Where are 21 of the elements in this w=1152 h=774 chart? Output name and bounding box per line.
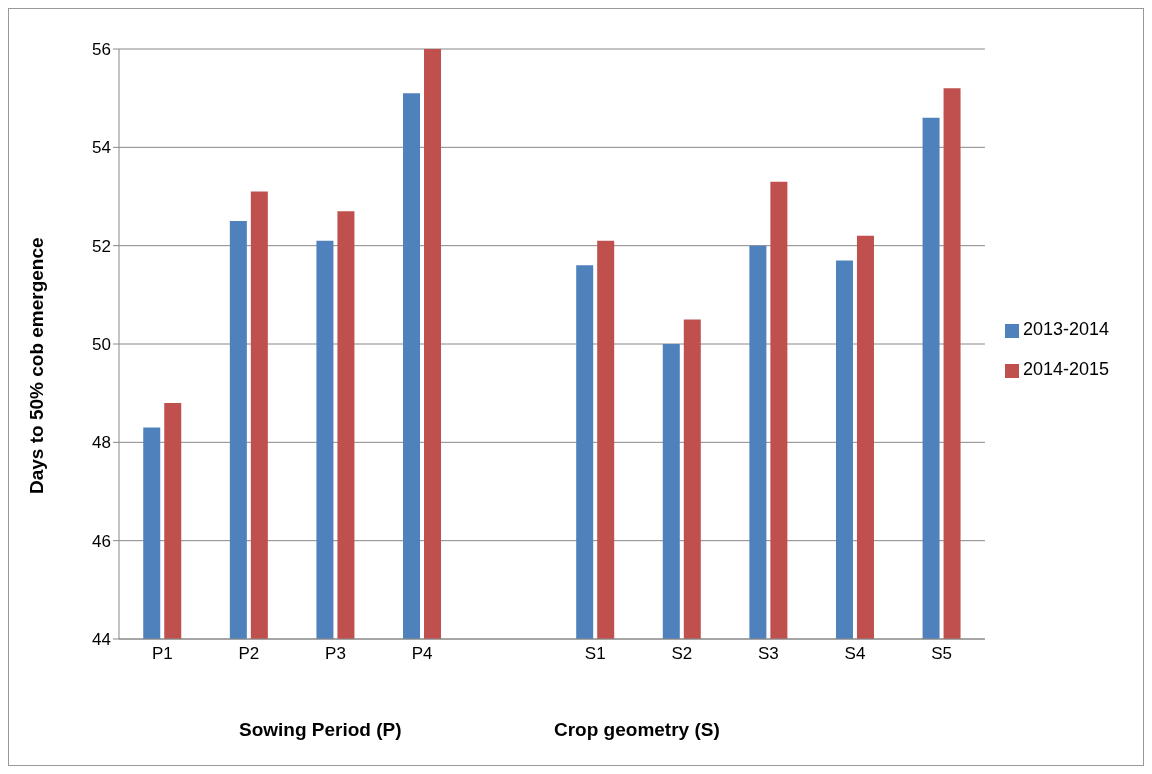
- legend-label: 2013-2014: [1022, 319, 1109, 339]
- y-tick-label: 54: [92, 138, 111, 158]
- x-tick-label: S1: [584, 644, 606, 664]
- x-tick-label: P1: [151, 644, 173, 664]
- x-tick-label: S4: [844, 644, 866, 664]
- x-tick-label: S3: [758, 644, 779, 664]
- y-tick-label: 50: [92, 335, 111, 355]
- x-tick-label: P4: [411, 644, 433, 664]
- y-tick-label: 56: [92, 40, 111, 60]
- text: Crop geometry (S): [554, 719, 720, 741]
- x-tick-label: S2: [671, 644, 693, 664]
- y-axis-title: Days to 50% cob emergence: [25, 237, 47, 494]
- legend-label: 2014-2015: [1022, 359, 1109, 379]
- y-tick-label: 52: [92, 236, 111, 256]
- y-tick-label: 44: [92, 630, 111, 650]
- x-axis-title: Sowing Period (P): [239, 719, 402, 741]
- x-tick-label: P3: [325, 644, 346, 664]
- y-tick-label: 48: [92, 433, 111, 453]
- y-tick-label: 46: [92, 531, 111, 551]
- x-tick-label: P2: [238, 644, 260, 664]
- x-tick-label: S5: [931, 644, 953, 664]
